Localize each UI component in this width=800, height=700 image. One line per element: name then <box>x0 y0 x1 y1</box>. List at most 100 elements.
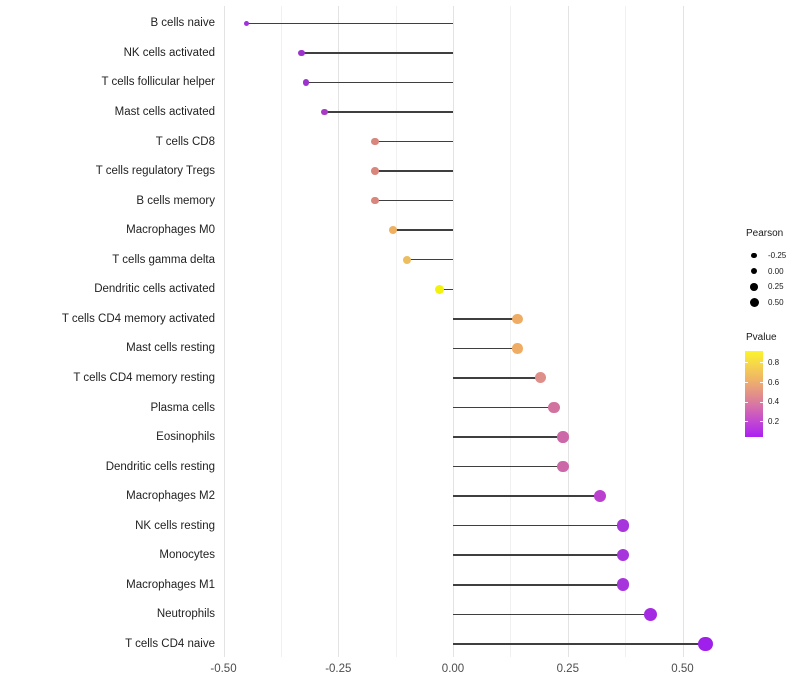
lollipop-stem <box>453 377 541 379</box>
lollipop-stem <box>407 258 453 261</box>
lollipop-stem <box>393 229 453 231</box>
lollipop-stem <box>453 347 518 350</box>
legend-size-circle <box>750 283 758 291</box>
gridline-minor <box>510 6 512 657</box>
lollipop-stem <box>324 111 453 113</box>
colorbar-tick <box>760 382 763 384</box>
lollipop-dot <box>321 108 328 116</box>
lollipop-dot <box>371 167 379 175</box>
lollipop-dot <box>512 313 523 325</box>
colorbar-tick-label: 0.8 <box>768 357 780 367</box>
x-tick-label: 0.50 <box>671 663 694 675</box>
lollipop-dot <box>402 255 412 264</box>
lollipop-dot <box>534 372 546 384</box>
category-label: Dendritic cells activated <box>94 283 215 296</box>
x-tick-label: -0.50 <box>210 663 237 675</box>
lollipop-dot <box>643 607 657 621</box>
colorbar-tick <box>760 362 763 364</box>
category-label: Macrophages M1 <box>126 578 215 591</box>
category-label: NK cells activated <box>123 46 215 59</box>
category-label: NK cells resting <box>135 519 215 532</box>
lollipop-dot <box>616 548 630 562</box>
legend-size-label: 0.00 <box>768 266 784 276</box>
lollipop-stem <box>375 199 453 202</box>
lollipop-stem <box>453 584 623 586</box>
gridline-minor <box>280 6 282 657</box>
lollipop-stem <box>453 406 554 409</box>
legend-size-label: -0.25 <box>768 251 787 260</box>
colorbar-tick <box>745 401 748 403</box>
x-tick-label: 0.00 <box>441 663 465 675</box>
legend-size-circle <box>751 252 757 259</box>
category-label: T cells CD4 naive <box>125 637 215 650</box>
lollipop-dot <box>616 578 630 591</box>
lollipop-dot <box>302 79 310 86</box>
category-label: Neutrophils <box>156 608 215 621</box>
lollipop-dot <box>557 460 569 473</box>
lollipop-stem <box>453 613 651 615</box>
category-label: B cells naive <box>150 17 215 30</box>
category-label: Eosinophils <box>156 431 215 443</box>
colorbar-tick <box>745 382 748 384</box>
colorbar-tick-label: 0.4 <box>768 397 780 407</box>
legend-size-label: 0.25 <box>768 282 784 292</box>
lollipop-dot <box>371 196 379 205</box>
gridline-major <box>567 6 569 657</box>
gridline-major <box>223 6 225 657</box>
gridline-major <box>338 6 340 657</box>
lollipop-dot <box>616 519 630 532</box>
lollipop-stem <box>453 643 706 645</box>
lollipop-dot <box>557 431 569 443</box>
lollipop-stem <box>453 524 623 527</box>
category-label: Mast cells resting <box>126 342 215 355</box>
x-tick-label: -0.25 <box>325 663 352 675</box>
colorbar-tick <box>745 421 748 423</box>
category-label: T cells follicular helper <box>101 76 215 89</box>
lollipop-stem <box>301 52 453 54</box>
lollipop-stem <box>306 81 453 84</box>
legend-size-circle <box>750 267 758 275</box>
lollipop-stem <box>453 436 564 438</box>
lollipop-dot <box>593 490 606 503</box>
lollipop-dot <box>298 49 305 56</box>
colorbar-tick <box>760 401 763 403</box>
lollipop-dot <box>548 401 560 414</box>
category-label: B cells memory <box>136 194 215 207</box>
lollipop-stem <box>453 554 623 556</box>
colorbar-tick-label: 0.6 <box>768 377 780 387</box>
category-label: Monocytes <box>159 549 215 562</box>
lollipop-dot <box>698 636 713 651</box>
lollipop-stem <box>375 170 453 172</box>
gridline-major <box>453 6 454 657</box>
pvalue-colorbar <box>745 351 763 437</box>
lollipop-stem <box>375 140 453 143</box>
category-label: T cells regulatory Tregs <box>95 165 215 178</box>
lollipop-dot <box>389 226 398 235</box>
category-label: T cells CD4 memory resting <box>73 371 215 384</box>
legend-size-label: 0.50 <box>768 298 784 308</box>
lollipop-stem <box>453 318 518 320</box>
lollipop-dot <box>434 284 444 294</box>
category-label: T cells gamma delta <box>112 253 215 266</box>
x-tick-label: 0.25 <box>556 663 579 675</box>
gridline-minor <box>395 6 397 657</box>
category-label: Plasma cells <box>150 401 215 414</box>
lollipop-stem <box>439 288 453 290</box>
lollipop-dot <box>371 137 379 146</box>
category-label: T cells CD4 memory activated <box>61 312 215 325</box>
category-label: T cells CD8 <box>155 135 215 148</box>
category-label: Macrophages M2 <box>126 490 215 503</box>
gridline-major <box>682 6 684 657</box>
lollipop-stem <box>246 22 453 25</box>
legend-size-circle <box>749 298 759 308</box>
lollipop-dot <box>512 343 523 354</box>
legend-pvalue-title: Pvalue <box>746 332 777 343</box>
category-label: Mast cells activated <box>114 106 215 118</box>
lollipop-dot <box>243 20 250 26</box>
category-label: Macrophages M0 <box>126 224 215 237</box>
lollipop-stem <box>453 495 600 497</box>
category-label: Dendritic cells resting <box>105 460 215 473</box>
colorbar-tick-label: 0.2 <box>768 416 780 426</box>
gridline-minor <box>625 6 627 657</box>
